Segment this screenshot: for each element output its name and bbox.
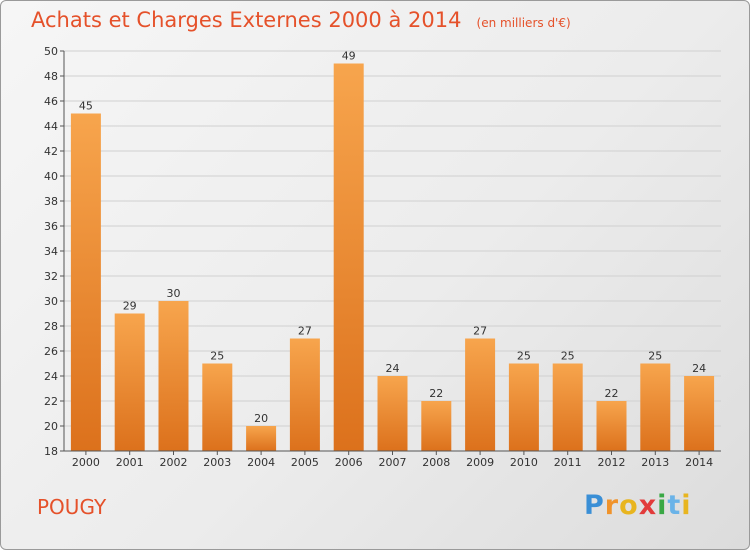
bar-2006 bbox=[333, 63, 364, 451]
chart-title: Achats et Charges Externes 2000 à 2014 bbox=[31, 8, 462, 32]
y-tick-label: 22 bbox=[44, 395, 58, 408]
bar-2003 bbox=[202, 363, 233, 451]
logo-letter: x bbox=[638, 490, 658, 521]
y-tick-label: 40 bbox=[44, 170, 58, 183]
x-tick-label: 2013 bbox=[641, 456, 669, 469]
logo-letter: P bbox=[584, 490, 605, 521]
data-label-2000: 45 bbox=[79, 100, 93, 113]
y-tick-label: 20 bbox=[44, 420, 58, 433]
data-label-2005: 27 bbox=[298, 325, 312, 338]
data-label-2011: 25 bbox=[561, 350, 575, 363]
data-label-2010: 25 bbox=[517, 350, 531, 363]
y-tick-label: 26 bbox=[44, 345, 58, 358]
y-tick-label: 24 bbox=[44, 370, 58, 383]
y-tick-label: 50 bbox=[44, 45, 58, 58]
data-label-2002: 30 bbox=[167, 287, 181, 300]
bar-2009 bbox=[465, 338, 496, 451]
data-label-2012: 22 bbox=[605, 387, 619, 400]
proxiti-logo: Proxiti bbox=[584, 490, 692, 521]
data-label-2006: 49 bbox=[342, 50, 356, 63]
x-tick-label: 2007 bbox=[379, 456, 407, 469]
logo-letter: o bbox=[619, 490, 639, 521]
x-tick-label: 2009 bbox=[466, 456, 494, 469]
y-tick-label: 28 bbox=[44, 320, 58, 333]
bar-2002 bbox=[158, 301, 189, 451]
y-tick-label: 32 bbox=[44, 270, 58, 283]
x-tick-label: 2011 bbox=[554, 456, 582, 469]
y-tick-label: 48 bbox=[44, 70, 58, 83]
x-tick-label: 2004 bbox=[247, 456, 275, 469]
bars: 45 29 30 25 20 27 49 24 22 27 25 25 22 25 24 bbox=[70, 50, 715, 451]
bar-2007 bbox=[377, 376, 408, 451]
bar-2010 bbox=[508, 363, 539, 451]
title-row: Achats et Charges Externes 2000 à 2014 (… bbox=[31, 8, 571, 32]
logo-letter: i bbox=[681, 490, 692, 521]
logo-letter: r bbox=[604, 490, 620, 521]
x-tick-label: 2005 bbox=[291, 456, 319, 469]
y-tick-label: 42 bbox=[44, 145, 58, 158]
x-tick-label: 2010 bbox=[510, 456, 538, 469]
x-tick-label: 2003 bbox=[203, 456, 231, 469]
chart-unit-label: (en milliers d'€) bbox=[476, 16, 571, 30]
bar-2001 bbox=[114, 313, 145, 451]
bar-2000 bbox=[70, 113, 101, 451]
x-tick-label: 2014 bbox=[685, 456, 713, 469]
data-label-2001: 29 bbox=[123, 300, 137, 313]
logo-letter: t bbox=[667, 490, 682, 521]
y-tick-label: 34 bbox=[44, 245, 58, 258]
x-tick-label: 2001 bbox=[116, 456, 144, 469]
y-tick-label: 46 bbox=[44, 95, 58, 108]
x-tick-label: 2002 bbox=[160, 456, 188, 469]
x-tick-label: 2006 bbox=[335, 456, 363, 469]
data-label-2009: 27 bbox=[473, 325, 487, 338]
y-tick-label: 18 bbox=[44, 445, 58, 458]
y-tick-label: 30 bbox=[44, 295, 58, 308]
bar-2014 bbox=[684, 376, 715, 451]
y-tick-label: 38 bbox=[44, 195, 58, 208]
x-tick-label: 2008 bbox=[422, 456, 450, 469]
commune-name: POUGY bbox=[37, 495, 107, 519]
data-label-2014: 24 bbox=[692, 362, 706, 375]
bar-2011 bbox=[552, 363, 583, 451]
bar-2012 bbox=[596, 401, 627, 451]
data-label-2013: 25 bbox=[648, 350, 662, 363]
bar-2008 bbox=[421, 401, 452, 451]
x-tick-label: 2000 bbox=[72, 456, 100, 469]
data-label-2004: 20 bbox=[254, 412, 268, 425]
data-label-2007: 24 bbox=[386, 362, 400, 375]
data-label-2003: 25 bbox=[210, 350, 224, 363]
y-tick-label: 44 bbox=[44, 120, 58, 133]
bar-2013 bbox=[640, 363, 671, 451]
axes: 18 20 22 24 26 28 30 32 34 36 38 40 42 44 46 48 50 2000 20… bbox=[44, 45, 721, 469]
bar-2004 bbox=[246, 426, 277, 451]
bar-2005 bbox=[289, 338, 320, 451]
x-tick-label: 2012 bbox=[598, 456, 626, 469]
y-tick-label: 36 bbox=[44, 220, 58, 233]
logo-letter: i bbox=[657, 490, 668, 521]
data-label-2008: 22 bbox=[429, 387, 443, 400]
